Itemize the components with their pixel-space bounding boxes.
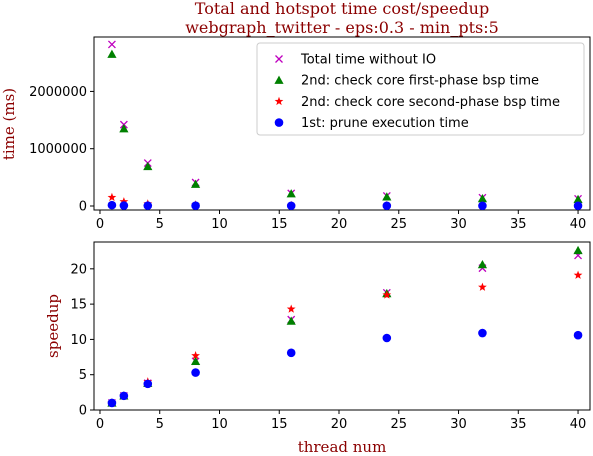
speedup-plot-frame: [93, 241, 591, 411]
time-point-1st-prune-execution-time: [143, 201, 153, 210]
time-point-1st-prune-execution-time: [478, 201, 487, 211]
legend-label-2nd-check-core-first-phase-bsp-time: 2nd: check core first-phase bsp time: [301, 74, 539, 89]
speedup-point-2nd-check-core-second-phase-bsp-time: [191, 351, 200, 360]
speedup-point-2nd-check-core-second-phase-bsp-time: [573, 270, 583, 279]
speedup-x-tick-label: 35: [510, 417, 527, 432]
legend-label-total-time-without-io: Total time without IO: [300, 53, 436, 68]
speedup-x-tick-label: 10: [211, 417, 228, 432]
time-subplot: 0 5 10 15 20 25 30 35 40 0 1000000 2000000 time (ms…: [0, 36, 591, 232]
speedup-point-1st-prune-execution-time: [478, 328, 487, 338]
legend-label-1st-prune-execution-time: 1st: prune execution time: [301, 116, 469, 131]
time-point-2nd-check-core-second-phase-bsp-time: [107, 192, 117, 202]
time-point-1st-prune-execution-time: [382, 201, 392, 211]
speedup-point-1st-prune-execution-time: [191, 368, 200, 377]
time-x-tick-label: 20: [331, 217, 348, 232]
time-point-2nd-check-core-first-phase-bsp-time: [286, 189, 296, 198]
time-y-tick-label: 0: [79, 199, 87, 214]
time-x-tick-label: 40: [570, 217, 587, 232]
time-point-1st-prune-execution-time: [107, 200, 117, 210]
legend-label-2nd-check-core-second-phase-bsp-time: 2nd: check core second-phase bsp time: [301, 95, 560, 110]
speedup-x-tick-label: 5: [156, 417, 164, 432]
speedup-y-tick-label: 20: [70, 262, 87, 277]
time-point-2nd-check-core-first-phase-bsp-time: [477, 193, 488, 203]
legend-marker-2nd-check-core-second-phase-bsp-time: [274, 96, 284, 106]
speedup-point-2nd-check-core-second-phase-bsp-time: [286, 304, 296, 313]
chart-subtitle: webgraph_twitter - eps:0.3 - min_pts:5: [185, 18, 499, 37]
legend-frame: [256, 42, 585, 136]
legend-marker-1st-prune-execution-time: [274, 118, 284, 127]
time-point-1st-prune-execution-time: [286, 201, 296, 211]
speedup-subplot: 0 5 10 15 20 25 30 35 40 0 5 10 15 20 speedup thread …: [44, 241, 591, 456]
speedup-point-2nd-check-core-first-phase-bsp-time: [286, 316, 296, 325]
speedup-point-2nd-check-core-first-phase-bsp-time: [573, 245, 583, 255]
time-x-tick-label: 0: [96, 217, 104, 232]
time-point-2nd-check-core-first-phase-bsp-time: [573, 194, 583, 204]
speedup-point-2nd-check-core-first-phase-bsp-time: [477, 259, 488, 269]
time-point-2nd-check-core-first-phase-bsp-time: [143, 161, 153, 171]
speedup-x-tick-label: 0: [96, 417, 104, 432]
time-x-tick-label: 5: [156, 217, 164, 232]
time-point-1st-prune-execution-time: [191, 201, 200, 211]
speedup-x-tick-label: 30: [450, 417, 467, 432]
speedup-point-2nd-check-core-second-phase-bsp-time: [382, 290, 392, 299]
time-x-tick-label: 10: [211, 217, 228, 232]
time-point-2nd-check-core-first-phase-bsp-time: [107, 49, 117, 58]
speedup-point-1st-prune-execution-time: [382, 333, 392, 343]
legend-marker-total-time-without-io: [275, 55, 283, 63]
time-point-2nd-check-core-first-phase-bsp-time: [190, 179, 201, 188]
speedup-x-tick-label: 25: [390, 417, 407, 432]
speedup-y-tick-label: 5: [79, 368, 87, 383]
speedup-point-2nd-check-core-second-phase-bsp-time: [478, 282, 487, 291]
time-point-total-time-without-io: [107, 40, 116, 49]
chart-title: Total and hotspot time cost/speedup: [195, 0, 489, 18]
speedup-y-tick-label: 10: [70, 333, 87, 348]
speedup-x-tick-label: 15: [271, 417, 288, 432]
speedup-point-1st-prune-execution-time: [286, 348, 296, 358]
speedup-y-tick-label: 15: [70, 298, 87, 313]
time-point-2nd-check-core-first-phase-bsp-time: [119, 124, 129, 133]
legend: Total time without IO 2nd: check core fir…: [256, 42, 585, 136]
speedup-point-1st-prune-execution-time: [573, 330, 583, 340]
speedup-y-tick-label: 0: [79, 404, 87, 419]
time-point-1st-prune-execution-time: [573, 201, 583, 211]
time-x-tick-label: 25: [390, 217, 407, 232]
speedup-x-tick-label: 40: [570, 417, 587, 432]
speedup-point-1st-prune-execution-time: [143, 379, 153, 389]
time-x-tick-label: 15: [271, 217, 288, 232]
speedup-point-1st-prune-execution-time: [107, 398, 117, 408]
time-y-tick-label: 2000000: [29, 85, 87, 100]
legend-marker-2nd-check-core-first-phase-bsp-time: [274, 75, 284, 84]
speedup-point-2nd-check-core-first-phase-bsp-time: [190, 356, 201, 365]
time-point-2nd-check-core-first-phase-bsp-time: [382, 192, 392, 201]
time-x-tick-label: 35: [510, 217, 527, 232]
time-x-tick-label: 30: [450, 217, 467, 232]
speedup-x-axis-label: thread num: [298, 438, 387, 456]
time-plot-frame: [93, 36, 591, 211]
speedup-x-tick-label: 20: [331, 417, 348, 432]
time-y-tick-label: 1000000: [29, 142, 87, 157]
time-y-axis-label: time (ms): [0, 88, 18, 160]
time-point-1st-prune-execution-time: [119, 201, 129, 210]
speedup-point-1st-prune-execution-time: [119, 391, 129, 401]
speedup-y-axis-label: speedup: [44, 294, 62, 358]
